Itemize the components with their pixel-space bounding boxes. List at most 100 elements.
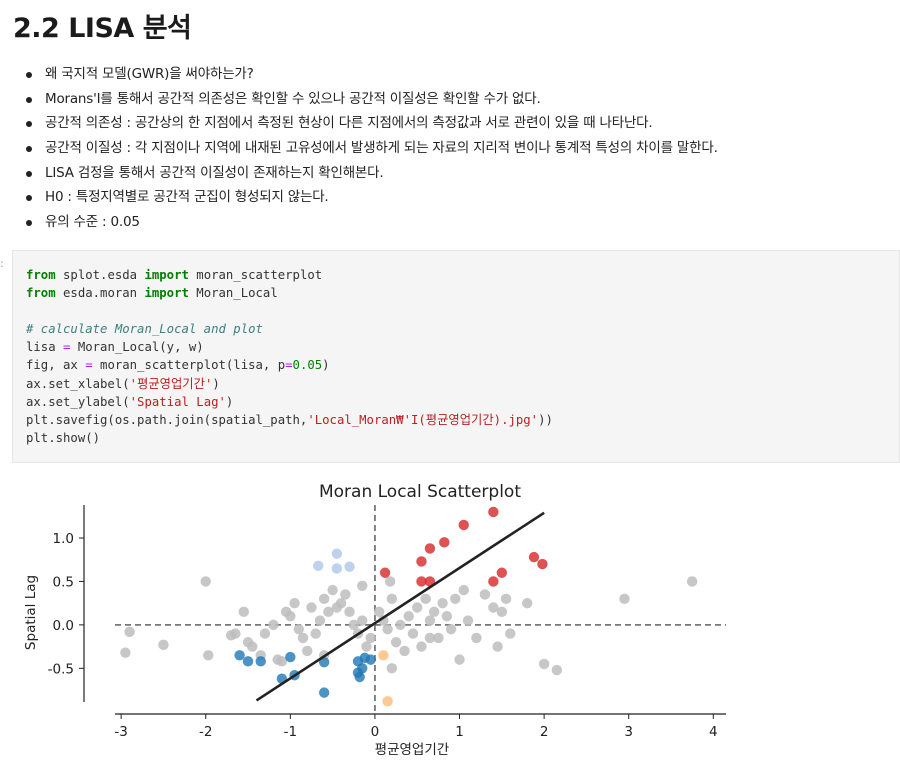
- data-point-ns: [420, 593, 431, 605]
- data-point-ll: [357, 663, 368, 674]
- data-point-ns: [348, 619, 359, 631]
- code-line: fig, ax = moran_scatterplot(lisa, p=0.05…: [26, 358, 330, 372]
- x-tick-label: -2: [199, 724, 212, 740]
- data-point-hl: [382, 696, 393, 707]
- data-point-ns: [412, 602, 423, 613]
- code-token: '평균영업기간': [129, 376, 213, 391]
- code-token: lisa: [26, 340, 64, 355]
- data-point-hh: [488, 576, 499, 587]
- data-point-ns: [471, 632, 482, 644]
- code-token: moran_scatterplot: [188, 268, 323, 282]
- code-token: import: [144, 268, 189, 282]
- data-point-ns: [327, 584, 338, 596]
- data-point-hh: [416, 576, 427, 587]
- data-point-ns: [386, 593, 398, 605]
- code-line: plt.savefig(os.path.join(spatial_path,'L…: [26, 413, 553, 427]
- data-point-ns: [522, 597, 533, 609]
- data-point-hh: [458, 519, 469, 531]
- x-tick-label: 1: [455, 724, 464, 740]
- data-point-ns: [373, 606, 385, 618]
- x-tick-label: 0: [371, 724, 380, 740]
- code-token: =: [85, 358, 93, 373]
- code-token: )): [538, 412, 553, 427]
- data-point-ns: [619, 593, 630, 605]
- bullet-item: 유의 수준 : 0.05: [26, 210, 718, 235]
- code-line: from esda.moran import Moran_Local: [26, 286, 278, 300]
- data-point-ns: [268, 619, 279, 631]
- code-token: Moran_Local: [188, 286, 278, 301]
- data-point-ns: [441, 610, 453, 622]
- moran-scatterplot: Moran Local Scatterplot -3 -2 -1 0 1 2 3 4 -0.5 0…: [23, 482, 726, 758]
- data-point-ns: [314, 615, 326, 626]
- data-point-ns: [686, 576, 698, 587]
- data-point-ns: [479, 589, 491, 600]
- data-point-ns: [158, 639, 169, 651]
- code-token: =: [285, 358, 293, 373]
- x-tick-label: 2: [540, 724, 549, 740]
- data-point-ns: [538, 658, 550, 670]
- data-point-ns: [395, 619, 406, 631]
- data-point-ns: [488, 602, 499, 613]
- data-point-hh: [424, 543, 436, 554]
- data-point-hl: [378, 650, 389, 661]
- data-point-hh: [528, 551, 540, 563]
- code-token: ax.set_xlabel(: [26, 376, 130, 391]
- section-heading: 2.2 LISA 분석: [13, 13, 192, 44]
- data-point-hh: [537, 558, 548, 570]
- code-token: import: [144, 286, 189, 301]
- data-point-ns: [289, 597, 300, 609]
- y-tick-label: 1.0: [53, 531, 74, 547]
- data-point-lh: [344, 561, 355, 572]
- code-token: Moran_Local(y, w): [70, 340, 204, 355]
- code-line: # calculate Moran_Local and plot: [26, 322, 263, 336]
- code-editor[interactable]: from splot.esda import moran_scatterplot…: [13, 251, 899, 447]
- data-point-ns: [462, 615, 474, 626]
- chart-title: Moran Local Scatterplot: [319, 482, 521, 502]
- data-point-ns: [437, 597, 448, 609]
- code-token: splot.esda: [55, 268, 145, 282]
- data-point-ns: [454, 654, 465, 665]
- data-point-ns: [458, 584, 469, 596]
- data-point-ns: [302, 645, 313, 657]
- cell-prompt: :: [0, 257, 4, 270]
- bullet-item: 공간적 이질성 : 각 지점이나 지역에 내재된 고유성에서 발생하게 되는 자…: [26, 136, 718, 161]
- data-point-ns: [433, 632, 444, 644]
- data-point-ns: [361, 641, 372, 652]
- data-point-hh: [424, 576, 436, 587]
- code-token: =: [63, 340, 71, 355]
- code-line: plt.show(): [26, 431, 100, 445]
- data-point-ns: [386, 663, 398, 674]
- y-tick-label: 0.0: [53, 618, 74, 634]
- data-point-ns: [424, 632, 436, 644]
- data-point-ns: [124, 626, 135, 638]
- bullet-list: 왜 국지적 모델(GWR)을 써야하는가? Morans'I를 통해서 공간적 …: [26, 62, 718, 235]
- data-point-lh: [313, 560, 324, 572]
- code-token: fig, ax: [26, 358, 86, 373]
- data-point-ns: [382, 624, 393, 635]
- data-point-ll: [318, 687, 330, 698]
- data-point-ns: [416, 641, 427, 652]
- data-point-ns: [247, 641, 258, 652]
- code-token: from: [26, 286, 56, 301]
- data-point-ns: [496, 606, 508, 618]
- code-token: ax.set_ylabel(: [26, 394, 130, 409]
- bullet-item: H0 : 특정지역별로 공간적 군집이 형성되지 않는다.: [26, 185, 718, 210]
- data-point-ns: [323, 606, 334, 618]
- data-point-ns: [344, 606, 355, 618]
- x-tick-label: 3: [624, 724, 633, 740]
- code-token: moran_scatterplot(lisa, p: [92, 358, 286, 373]
- data-point-hh: [496, 567, 508, 578]
- data-point-ll: [234, 650, 245, 661]
- data-point-ns: [399, 645, 410, 657]
- data-point-ns: [424, 615, 436, 626]
- data-point-hh: [488, 506, 499, 518]
- code-token: ): [225, 394, 234, 409]
- data-point-ns: [390, 637, 402, 648]
- code-line: from splot.esda import moran_scatterplot: [26, 268, 322, 282]
- data-point-ll: [359, 652, 370, 664]
- data-point-ns: [450, 593, 461, 605]
- data-point-ns: [120, 647, 131, 658]
- data-point-ns: [505, 628, 516, 639]
- code-token: plt.show(): [26, 430, 101, 445]
- code-cell[interactable]: from splot.esda import moran_scatterplot…: [12, 250, 900, 463]
